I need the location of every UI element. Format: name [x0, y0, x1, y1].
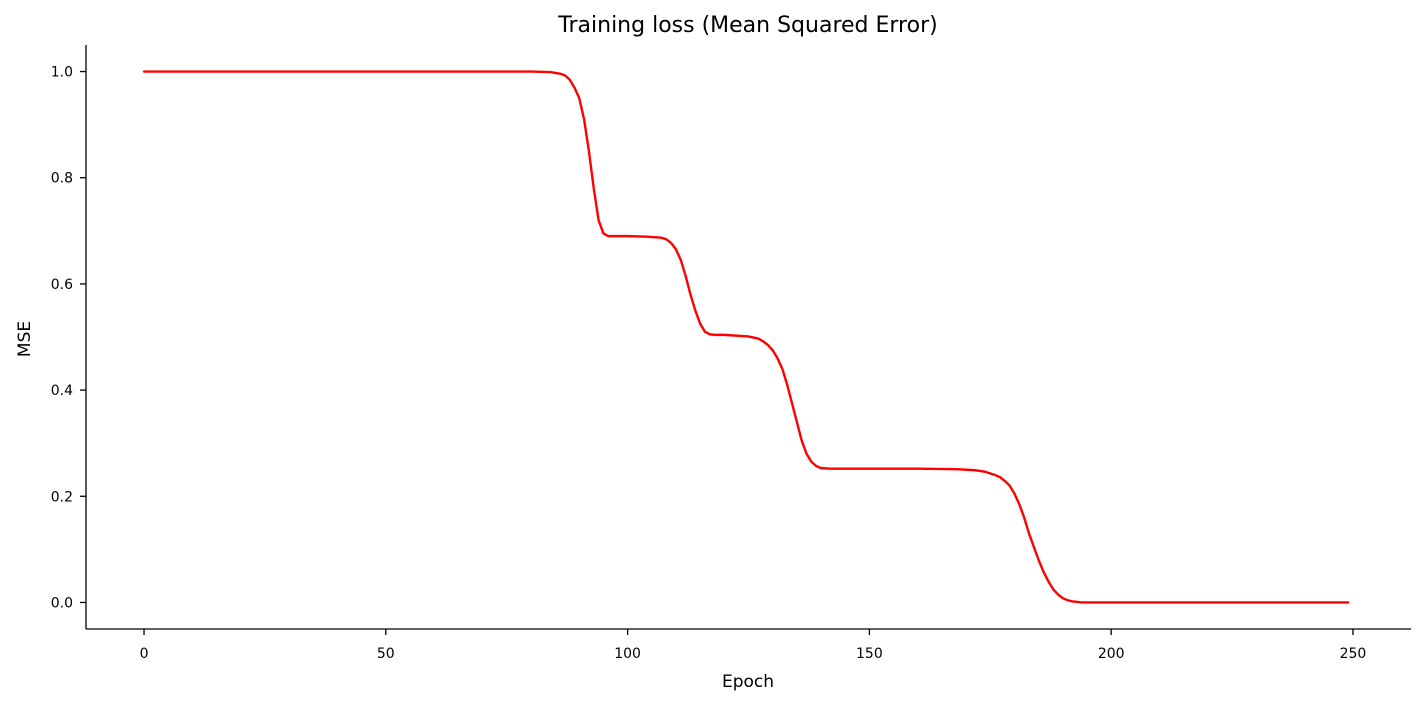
- y-axis-label: MSE: [15, 321, 35, 357]
- x-axis-ticks: 0 50 100 150 200 250: [140, 629, 1367, 662]
- y-tick-label: 1.0: [51, 65, 73, 81]
- y-axis-ticks: 0.0 0.2 0.4 0.6 0.8 1.0: [51, 65, 86, 611]
- x-tick-label: 0: [140, 646, 149, 662]
- axes-spines: [85, 45, 1411, 630]
- x-tick-label: 150: [856, 646, 883, 662]
- x-tick-label: 50: [377, 646, 395, 662]
- x-tick-label: 250: [1340, 646, 1367, 662]
- loss-series-line: [142, 70, 1350, 604]
- chart-title: Training loss (Mean Squared Error): [557, 13, 937, 38]
- series-layer: [142, 70, 1350, 604]
- y-tick-label: 0.0: [51, 595, 73, 611]
- x-tick-label: 200: [1098, 646, 1125, 662]
- x-tick-label: 100: [614, 646, 641, 662]
- x-axis-label: Epoch: [722, 672, 774, 692]
- y-tick-label: 0.8: [51, 171, 73, 187]
- y-tick-label: 0.4: [51, 383, 73, 399]
- y-tick-label: 0.2: [51, 489, 73, 505]
- y-tick-label: 0.6: [51, 277, 73, 293]
